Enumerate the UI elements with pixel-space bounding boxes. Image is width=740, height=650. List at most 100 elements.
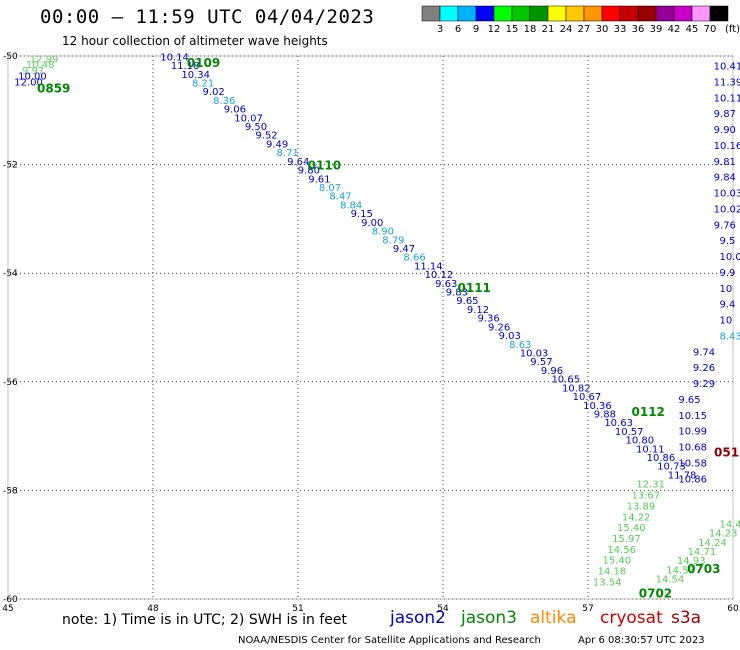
- swh-value: 15.40: [603, 556, 632, 567]
- legend-altika: altika: [530, 608, 577, 628]
- colorbar-label: 27: [578, 24, 591, 35]
- swh-value: 10.12: [425, 270, 454, 281]
- swh-value: 9.26: [693, 363, 715, 374]
- colorbar-label: 70: [704, 24, 717, 35]
- swh-value: 14.71: [688, 547, 717, 558]
- swh-value: 14.53: [666, 565, 695, 576]
- swh-value: 15.40: [617, 523, 646, 534]
- swh-value: 14.93: [677, 556, 706, 567]
- lat-tick-label: -56: [3, 378, 18, 388]
- swh-value: 11.78: [668, 470, 697, 481]
- swh-value: 10.14: [160, 52, 189, 63]
- lon-tick-label: 54: [437, 604, 449, 614]
- swh-value: 9.80: [298, 166, 320, 177]
- swh-value: 9.00: [361, 218, 383, 229]
- lat-tick-label: -54: [3, 269, 18, 279]
- swh-value: 10.48: [26, 60, 55, 71]
- page-subtitle: 12 hour collection of altimeter wave hei…: [62, 34, 328, 48]
- legend-cryosat: cryosat: [600, 608, 663, 628]
- swh-value: 12.31: [636, 480, 665, 491]
- credit-line: NOAA/NESDIS Center for Satellite Applica…: [238, 635, 541, 646]
- colorbar-label: 18: [524, 24, 537, 35]
- pass-time-label: 051: [714, 445, 739, 459]
- swh-value: 10.11: [636, 444, 665, 455]
- swh-value: 8.47: [329, 192, 351, 203]
- swh-value: 14.56: [607, 545, 636, 556]
- lat-tick-label: -60: [3, 595, 18, 605]
- pass-time-label: 0702: [639, 587, 672, 601]
- swh-value: 9.65: [678, 395, 700, 406]
- swh-value: 8.36: [213, 96, 235, 107]
- pass-time-label: 0703: [687, 562, 720, 576]
- swh-value: 8.90: [372, 227, 394, 238]
- swh-value: 9.65: [456, 296, 478, 307]
- lon-tick-label: 51: [292, 604, 303, 614]
- swh-value: 10.63: [604, 418, 633, 429]
- swh-value: 9.03: [499, 331, 521, 342]
- swh-value: 14.18: [598, 567, 627, 578]
- pass-time-label: 0112: [632, 405, 665, 419]
- colorbar-label: 42: [668, 24, 681, 35]
- lon-tick-label: 57: [582, 604, 593, 614]
- swh-value: 10.82: [562, 383, 591, 394]
- swh-value: 10.00: [18, 72, 47, 83]
- swh-value: 9.74: [693, 347, 715, 358]
- swh-value: 10.80: [625, 436, 654, 447]
- swh-value: 10.68: [678, 443, 707, 454]
- swh-value: 9.50: [245, 122, 267, 133]
- swh-value: 9.84: [714, 173, 736, 184]
- swh-value: 8.21: [192, 78, 214, 89]
- swh-value: 8.71: [277, 148, 299, 159]
- swh-value: 10.41: [714, 62, 740, 73]
- lat-tick-label: -50: [3, 52, 18, 62]
- colorbar-label: 15: [506, 24, 519, 35]
- swh-value: 8.63: [509, 340, 531, 351]
- swh-value: 12.99: [30, 55, 59, 66]
- footnote: note: 1) Time is in UTC; 2) SWH is in fe…: [62, 612, 348, 628]
- swh-value: 14.22: [622, 512, 651, 523]
- swh-value: 13.67: [632, 491, 661, 502]
- colorbar-label: 39: [650, 24, 663, 35]
- colorbar-label: 9: [473, 24, 479, 35]
- swh-value: 9.83: [446, 288, 468, 299]
- pass-time-label: 0111: [458, 281, 491, 295]
- swh-value: 10.16: [714, 141, 740, 152]
- swh-value: 9.57: [530, 357, 552, 368]
- swh-value: 10.34: [181, 70, 210, 81]
- swh-value: 10.03: [714, 189, 740, 200]
- swh-value: 10.0: [719, 252, 740, 263]
- map-frame: [7, 55, 734, 600]
- swh-value: 9.26: [488, 322, 510, 333]
- swh-value: 11.39: [714, 77, 740, 88]
- swh-value: 10.03: [520, 349, 549, 360]
- swh-value: 10.67: [573, 392, 602, 403]
- swh-value: 9.81: [714, 157, 736, 168]
- swh-value: 15.97: [612, 534, 641, 545]
- swh-value: 11.18: [171, 61, 200, 72]
- swh-value: 9.15: [351, 209, 373, 220]
- swh-value: 9.97: [22, 66, 44, 77]
- swh-value: 9.76: [714, 220, 736, 231]
- pass-time-label: 0110: [308, 159, 341, 173]
- swh-value: 8.07: [319, 183, 341, 194]
- swh-value: 9.90: [714, 125, 736, 136]
- swh-value: 9.49: [266, 139, 288, 150]
- swh-value: 10.36: [583, 401, 612, 412]
- swh-value: 9.36: [477, 314, 499, 325]
- colorbar-label: 30: [596, 24, 609, 35]
- swh-value: 9.61: [308, 174, 330, 185]
- swh-value: 9.87: [714, 109, 736, 120]
- swh-value: 14.23: [709, 529, 738, 540]
- swh-value: 10: [719, 316, 732, 327]
- colorbar-label: 21: [542, 24, 555, 35]
- swh-value: 10.15: [678, 411, 707, 422]
- swh-value: 10.58: [678, 458, 707, 469]
- colorbar-label: 12: [488, 24, 501, 35]
- swh-value: 12.00: [14, 77, 43, 88]
- swh-value: 9.5: [719, 236, 735, 247]
- swh-value: 10.86: [678, 474, 707, 485]
- swh-value: 8.84: [340, 200, 362, 211]
- swh-value: 9.96: [541, 366, 563, 377]
- swh-value: 13.89: [627, 501, 656, 512]
